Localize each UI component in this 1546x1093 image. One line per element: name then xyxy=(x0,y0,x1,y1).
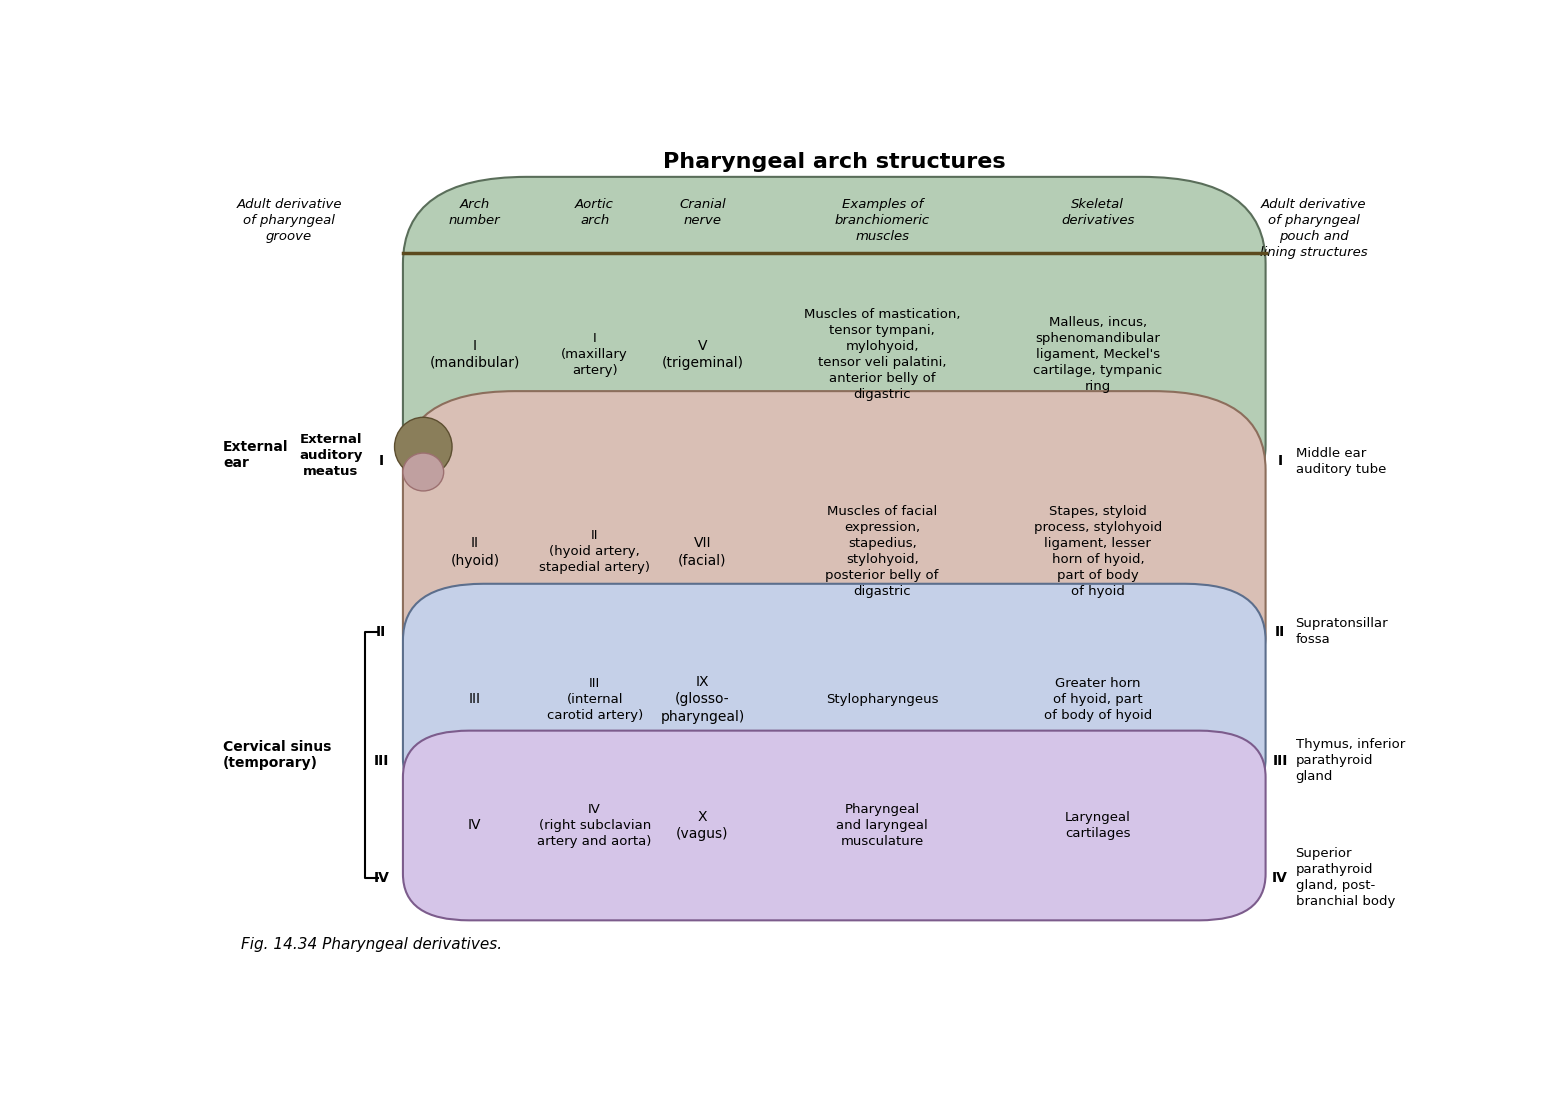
Text: Middle ear
auditory tube: Middle ear auditory tube xyxy=(1296,447,1385,475)
Text: X
(vagus): X (vagus) xyxy=(676,810,728,842)
Text: II
(hyoid): II (hyoid) xyxy=(450,537,499,567)
Text: Examples of
branchiomeric
muscles: Examples of branchiomeric muscles xyxy=(835,199,929,244)
Text: IV
(right subclavian
artery and aorta): IV (right subclavian artery and aorta) xyxy=(538,803,652,848)
Text: Cervical sinus
(temporary): Cervical sinus (temporary) xyxy=(223,740,331,769)
FancyBboxPatch shape xyxy=(404,730,1266,920)
Text: Supratonsillar
fossa: Supratonsillar fossa xyxy=(1296,618,1388,646)
Text: Stylopharyngeus: Stylopharyngeus xyxy=(826,693,938,706)
Text: Pharyngeal arch structures: Pharyngeal arch structures xyxy=(663,152,1005,173)
Text: Greater horn
of hyoid, part
of body of hyoid: Greater horn of hyoid, part of body of h… xyxy=(1044,677,1152,721)
Text: Muscles of facial
expression,
stapedius,
stylohyoid,
posterior belly of
digastri: Muscles of facial expression, stapedius,… xyxy=(826,505,938,599)
Text: VII
(facial): VII (facial) xyxy=(679,537,727,567)
Text: Adult derivative
of pharyngeal
groove: Adult derivative of pharyngeal groove xyxy=(237,199,342,244)
Text: External
ear: External ear xyxy=(223,440,289,470)
Text: V
(trigeminal): V (trigeminal) xyxy=(662,339,744,369)
Text: III
(internal
carotid artery): III (internal carotid artery) xyxy=(546,677,643,721)
Text: Pharyngeal
and laryngeal
musculature: Pharyngeal and laryngeal musculature xyxy=(836,803,928,848)
Text: I: I xyxy=(1277,454,1283,468)
Text: Aortic
arch: Aortic arch xyxy=(575,199,614,227)
FancyBboxPatch shape xyxy=(404,584,1266,814)
Text: Laryngeal
cartilages: Laryngeal cartilages xyxy=(1065,811,1130,841)
Text: IV: IV xyxy=(468,819,481,833)
Text: Adult derivative
of pharyngeal
pouch and
lining structures: Adult derivative of pharyngeal pouch and… xyxy=(1260,199,1367,259)
Text: IV: IV xyxy=(374,871,390,884)
Text: Muscles of mastication,
tensor tympani,
mylohyoid,
tensor veli palatini,
anterio: Muscles of mastication, tensor tympani, … xyxy=(804,308,960,401)
Text: Fig. 14.34 Pharyngeal derivatives.: Fig. 14.34 Pharyngeal derivatives. xyxy=(241,937,502,952)
Text: I: I xyxy=(379,454,383,468)
Text: IX
(glosso-
pharyngeal): IX (glosso- pharyngeal) xyxy=(660,675,745,724)
Text: Stapes, styloid
process, stylohyoid
ligament, lesser
horn of hyoid,
part of body: Stapes, styloid process, stylohyoid liga… xyxy=(1034,505,1163,599)
Ellipse shape xyxy=(394,418,451,477)
Text: Malleus, incus,
sphenomandibular
ligament, Meckel's
cartilage, tympanic
ring: Malleus, incus, sphenomandibular ligamen… xyxy=(1033,316,1163,392)
Text: III: III xyxy=(468,692,481,706)
Ellipse shape xyxy=(404,454,444,491)
Text: I
(maxillary
artery): I (maxillary artery) xyxy=(561,331,628,377)
Text: Thymus, inferior
parathyroid
gland: Thymus, inferior parathyroid gland xyxy=(1296,738,1405,784)
Text: Arch
number: Arch number xyxy=(448,199,501,227)
Text: Skeletal
derivatives: Skeletal derivatives xyxy=(1061,199,1135,227)
Text: II: II xyxy=(1275,625,1285,639)
Text: Superior
parathyroid
gland, post-
branchial body: Superior parathyroid gland, post- branch… xyxy=(1296,847,1394,908)
Text: External
auditory
meatus: External auditory meatus xyxy=(300,433,363,478)
Text: III: III xyxy=(1272,754,1288,767)
Text: II: II xyxy=(376,625,386,639)
FancyBboxPatch shape xyxy=(404,391,1266,713)
Text: II
(hyoid artery,
stapedial artery): II (hyoid artery, stapedial artery) xyxy=(540,529,651,575)
Text: III: III xyxy=(374,754,390,767)
Text: IV: IV xyxy=(1272,871,1288,884)
FancyBboxPatch shape xyxy=(404,177,1266,531)
Text: I
(mandibular): I (mandibular) xyxy=(430,339,519,369)
Text: Cranial
nerve: Cranial nerve xyxy=(679,199,725,227)
